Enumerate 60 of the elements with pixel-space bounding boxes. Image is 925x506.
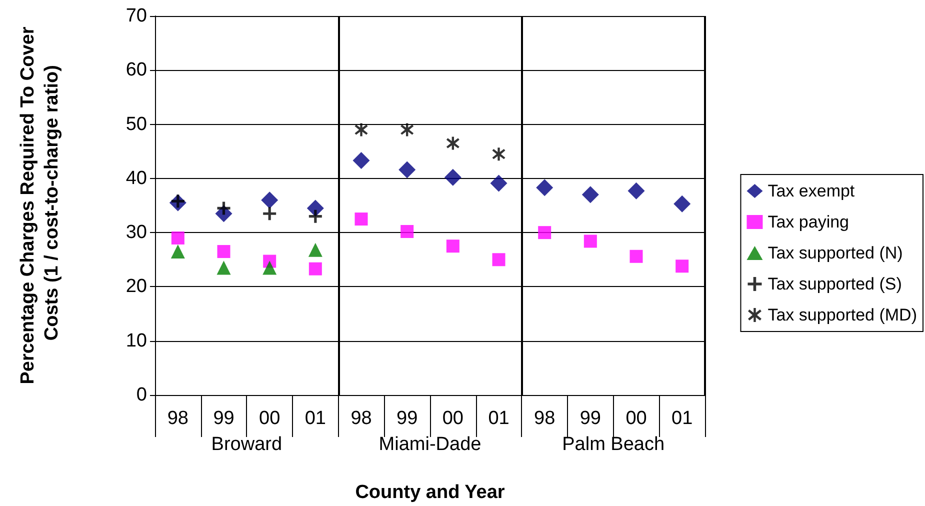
y-axis-title: Percentage Charges Required To Cover Costs (1 / cost-to-charge ratio)	[18, 26, 62, 384]
point	[584, 234, 597, 248]
point	[676, 260, 689, 273]
point	[490, 174, 508, 192]
point	[398, 161, 416, 178]
y-tick-label: 50	[126, 114, 147, 135]
x-tick-label: 01	[304, 408, 326, 429]
point	[628, 182, 645, 200]
x-tick-label: 00	[626, 408, 647, 429]
point	[308, 262, 322, 276]
point	[171, 231, 184, 244]
point	[354, 212, 368, 226]
point	[492, 148, 506, 161]
point	[674, 195, 691, 212]
point	[630, 250, 643, 263]
x-tick-label: 00	[259, 408, 280, 429]
x-tick-label: 99	[213, 408, 234, 429]
point	[582, 186, 599, 204]
point	[444, 168, 462, 186]
point	[400, 123, 414, 136]
point	[216, 260, 231, 275]
x-tick-label: 01	[488, 408, 510, 429]
text: Palm Beach	[562, 434, 665, 455]
legend-label: Tax supported (MD)	[768, 306, 918, 324]
y-tick-label: 40	[126, 168, 147, 189]
legend-label: Tax paying	[768, 212, 850, 232]
text: Miami-Dade	[378, 434, 482, 455]
x-tick-label: 99	[396, 408, 418, 429]
x-tick-label: 98	[167, 408, 188, 429]
y-tick-label: 60	[126, 60, 147, 81]
point	[538, 226, 552, 240]
y-tick-label: 10	[126, 330, 147, 352]
x-tick-label: 00	[442, 408, 464, 429]
point	[352, 152, 370, 170]
point	[217, 245, 230, 258]
x-tick-label: 98	[534, 408, 556, 429]
point	[354, 123, 368, 136]
x-tick-label: 99	[580, 408, 601, 429]
point	[261, 192, 278, 209]
y-tick-label: 70	[126, 6, 147, 26]
point	[308, 210, 322, 223]
legend-label: Tax supported (S)	[768, 274, 902, 294]
point	[492, 253, 506, 266]
legend-label: Tax supported (N)	[768, 244, 903, 262]
text: Broward	[211, 434, 282, 455]
point	[536, 179, 554, 196]
y-tick-label: 0	[136, 384, 147, 406]
point	[308, 242, 322, 257]
x-tick-label: 01	[672, 408, 693, 429]
point	[446, 136, 460, 150]
point	[400, 224, 414, 238]
point	[170, 244, 185, 259]
y-tick-label: 30	[126, 222, 147, 244]
point	[262, 260, 277, 275]
point	[446, 240, 460, 253]
x-tick-label: 98	[350, 408, 372, 429]
y-tick-label: 20	[126, 276, 147, 298]
x-axis-title: County and Year	[355, 482, 506, 503]
legend-label: Tax exempt	[768, 182, 855, 200]
point	[263, 207, 276, 220]
